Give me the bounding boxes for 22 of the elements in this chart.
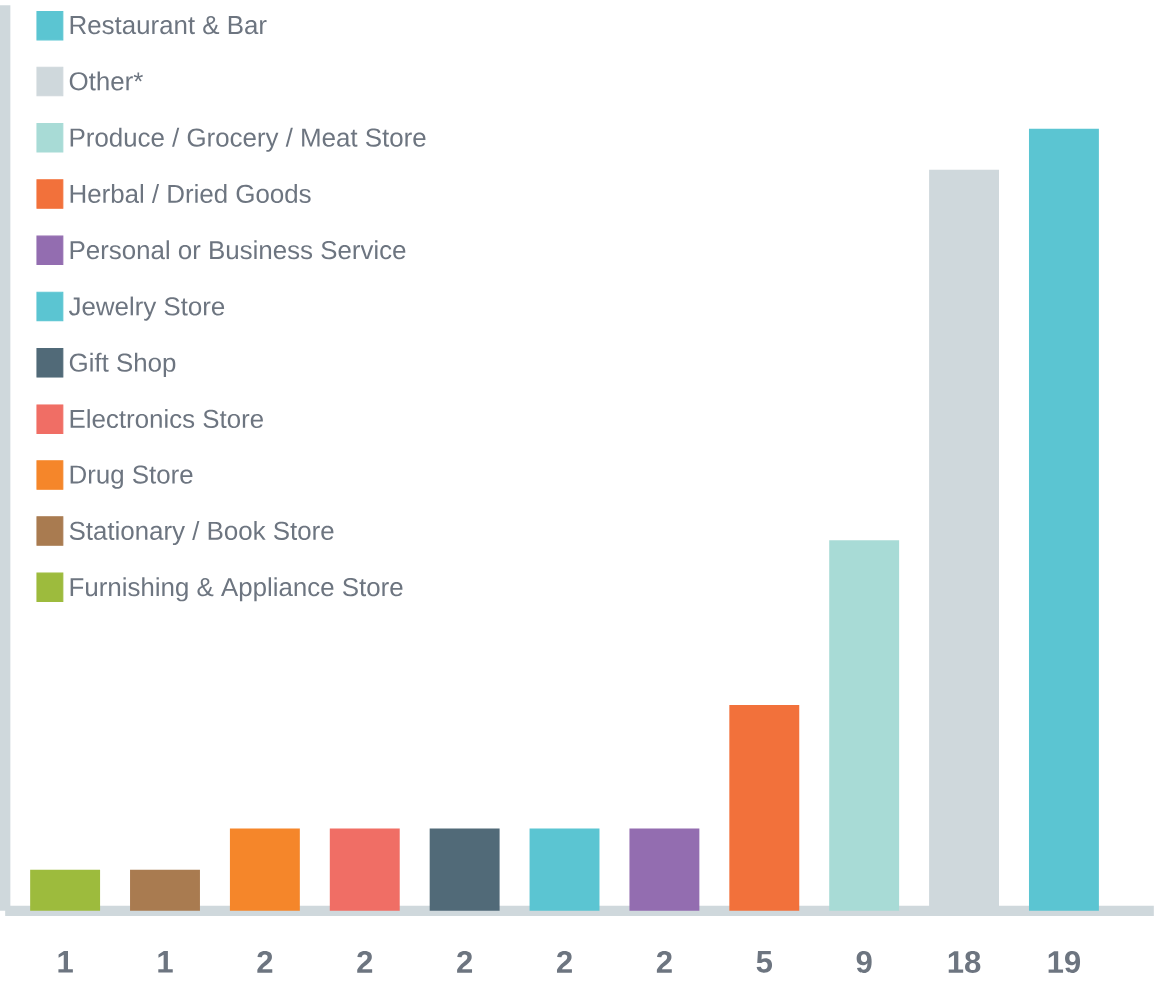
data-label: 9 [856, 951, 872, 974]
legend-label: Herbal / Dried Goods [70, 184, 311, 204]
data-label: 2 [457, 951, 473, 973]
data-label: 5 [756, 951, 773, 973]
legend-label: Jewelry Store [68, 296, 225, 321]
legend-label: Drug Store [70, 465, 193, 489]
legend-label: Furnishing & Appliance Store [70, 577, 403, 602]
data-label: 1 [58, 951, 73, 973]
legend-label: Restaurant & Bar [70, 16, 267, 35]
data-label: 2 [656, 951, 672, 973]
legend-label: Gift Shop [69, 353, 176, 378]
data-label: 2 [556, 951, 572, 973]
legend-label: Electronics Store [70, 409, 263, 429]
legend-label: Stationary / Book Store [69, 521, 334, 546]
data-label: 19 [1048, 951, 1081, 974]
data-label: 2 [257, 951, 273, 973]
legend-label: Produce / Grocery / Meat Store [70, 127, 426, 153]
data-label: 18 [948, 951, 981, 974]
data-label: 2 [357, 951, 373, 973]
legend-label: Other* [69, 71, 143, 91]
legend-label: Personal or Business Service [70, 240, 406, 260]
data-label: 1 [158, 951, 173, 973]
